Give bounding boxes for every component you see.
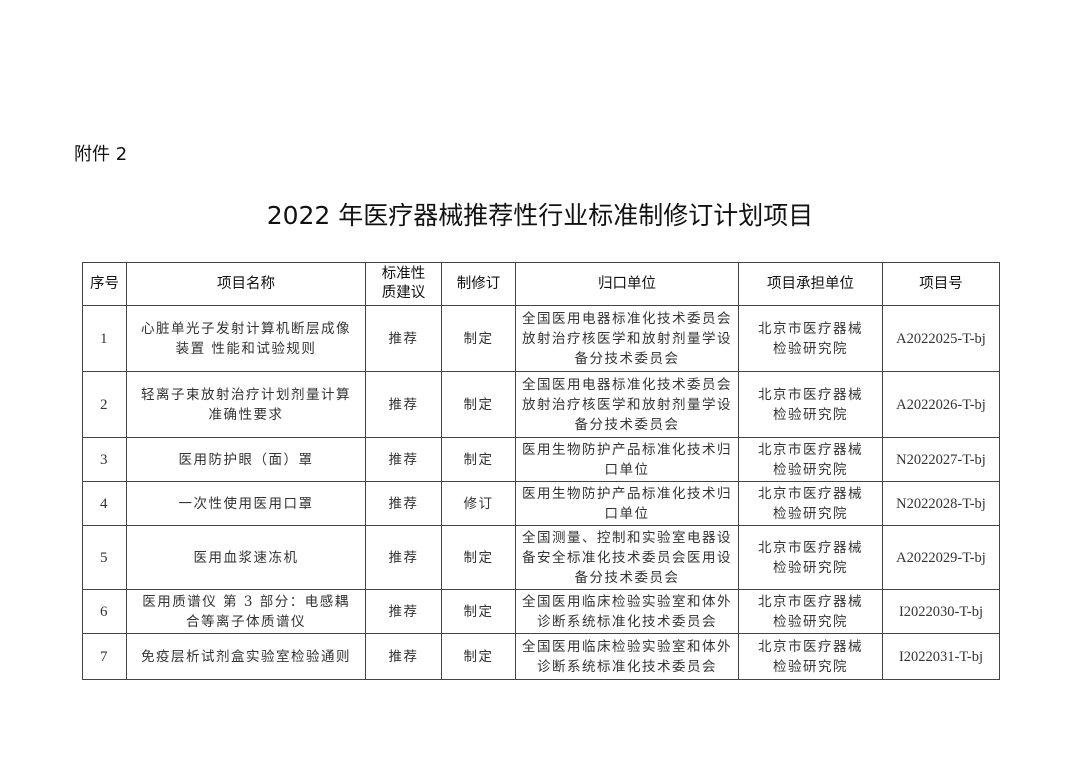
cell-undertaker: 北京市医疗器械检验研究院 xyxy=(738,633,883,680)
header-code: 项目号 xyxy=(882,262,1000,306)
cell-name: 医用血浆速冻机 xyxy=(126,525,366,590)
cell-code: I2022030-T-bj xyxy=(882,589,1000,634)
cell-nature: 推荐 xyxy=(365,371,442,438)
cell-name: 一次性使用医用口罩 xyxy=(126,481,366,526)
cell-nature: 推荐 xyxy=(365,305,442,372)
cell-nature: 推荐 xyxy=(365,481,442,526)
cell-no: 4 xyxy=(82,481,127,526)
cell-unit: 全国医用临床检验实验室和体外诊断系统标准化技术委员会 xyxy=(515,589,739,634)
attachment-label: 附件 2 xyxy=(74,144,128,165)
cell-code: N2022027-T-bj xyxy=(882,437,1000,482)
cell-no: 5 xyxy=(82,525,127,590)
cell-nature: 推荐 xyxy=(365,437,442,482)
table-row: 3 医用防护眼（面）罩 推荐 制定 医用生物防护产品标准化技术归口单位 北京市医疗器械检验… xyxy=(82,437,1000,482)
table-row: 6 医用质谱仪 第 3 部分：电感耦合等离子体质谱仪 推荐 制定 全国医用临床检验实验室… xyxy=(82,589,1000,634)
cell-unit: 医用生物防护产品标准化技术归口单位 xyxy=(515,437,739,482)
table-header-row: 序号 项目名称 标准性质建议 制修订 归口单位 项目承担单位 项目号 xyxy=(82,262,1000,306)
cell-undertaker: 北京市医疗器械检验研究院 xyxy=(738,589,883,634)
cell-name: 免疫层析试剂盒实验室检验通则 xyxy=(126,633,366,680)
header-type: 制修订 xyxy=(441,262,516,306)
cell-nature: 推荐 xyxy=(365,633,442,680)
cell-code: A2022026-T-bj xyxy=(882,371,1000,438)
cell-undertaker: 北京市医疗器械检验研究院 xyxy=(738,437,883,482)
table-row: 5 医用血浆速冻机 推荐 制定 全国测量、控制和实验室电器设备安全标准化技术委员会医用设… xyxy=(82,525,1000,590)
cell-unit: 全国测量、控制和实验室电器设备安全标准化技术委员会医用设备分技术委员会 xyxy=(515,525,739,590)
cell-name: 医用防护眼（面）罩 xyxy=(126,437,366,482)
cell-no: 2 xyxy=(82,371,127,438)
cell-type: 制定 xyxy=(441,371,516,438)
cell-code: N2022028-T-bj xyxy=(882,481,1000,526)
header-undertaker: 项目承担单位 xyxy=(738,262,883,306)
cell-name: 医用质谱仪 第 3 部分：电感耦合等离子体质谱仪 xyxy=(126,589,366,634)
cell-name: 轻离子束放射治疗计划剂量计算准确性要求 xyxy=(126,371,366,438)
cell-type: 制定 xyxy=(441,525,516,590)
table-row: 7 免疫层析试剂盒实验室检验通则 推荐 制定 全国医用临床检验实验室和体外诊断系统标准化… xyxy=(82,633,1000,680)
cell-no: 3 xyxy=(82,437,127,482)
header-unit: 归口单位 xyxy=(515,262,739,306)
cell-undertaker: 北京市医疗器械检验研究院 xyxy=(738,525,883,590)
cell-code: A2022025-T-bj xyxy=(882,305,1000,372)
cell-type: 制定 xyxy=(441,589,516,634)
header-name: 项目名称 xyxy=(126,262,366,306)
cell-type: 制定 xyxy=(441,305,516,372)
cell-no: 1 xyxy=(82,305,127,372)
page-title: 2022 年医疗器械推荐性行业标准制修订计划项目 xyxy=(266,201,814,230)
cell-code: A2022029-T-bj xyxy=(882,525,1000,590)
cell-undertaker: 北京市医疗器械检验研究院 xyxy=(738,305,883,372)
cell-type: 制定 xyxy=(441,437,516,482)
cell-code: I2022031-T-bj xyxy=(882,633,1000,680)
cell-undertaker: 北京市医疗器械检验研究院 xyxy=(738,371,883,438)
cell-type: 制定 xyxy=(441,633,516,680)
cell-unit: 全国医用电器标准化技术委员会放射治疗核医学和放射剂量学设备分技术委员会 xyxy=(515,305,739,372)
table-row: 1 心脏单光子发射计算机断层成像装置 性能和试验规则 推荐 制定 全国医用电器标准化技术… xyxy=(82,305,1000,372)
cell-unit: 全国医用电器标准化技术委员会放射治疗核医学和放射剂量学设备分技术委员会 xyxy=(515,371,739,438)
cell-no: 6 xyxy=(82,589,127,634)
cell-no: 7 xyxy=(82,633,127,680)
header-no: 序号 xyxy=(82,262,127,306)
cell-nature: 推荐 xyxy=(365,525,442,590)
standards-table: 序号 项目名称 标准性质建议 制修订 归口单位 项目承担单位 项目号 1 心脏单光子发射计算机… xyxy=(82,262,1000,680)
cell-unit: 医用生物防护产品标准化技术归口单位 xyxy=(515,481,739,526)
table-row: 2 轻离子束放射治疗计划剂量计算准确性要求 推荐 制定 全国医用电器标准化技术委员会放射… xyxy=(82,371,1000,438)
header-nature: 标准性质建议 xyxy=(365,262,442,306)
cell-nature: 推荐 xyxy=(365,589,442,634)
table-row: 4 一次性使用医用口罩 推荐 修订 医用生物防护产品标准化技术归口单位 北京市医疗器械检验… xyxy=(82,481,1000,526)
cell-undertaker: 北京市医疗器械检验研究院 xyxy=(738,481,883,526)
cell-type: 修订 xyxy=(441,481,516,526)
cell-name: 心脏单光子发射计算机断层成像装置 性能和试验规则 xyxy=(126,305,366,372)
cell-unit: 全国医用临床检验实验室和体外诊断系统标准化技术委员会 xyxy=(515,633,739,680)
